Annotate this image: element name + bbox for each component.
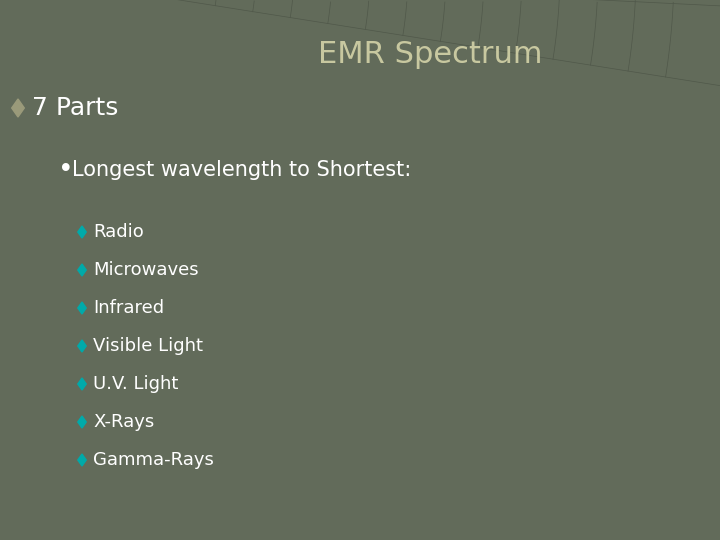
Text: EMR Spectrum: EMR Spectrum — [318, 40, 542, 69]
Polygon shape — [78, 264, 86, 276]
Text: Gamma-Rays: Gamma-Rays — [93, 451, 214, 469]
Text: 7 Parts: 7 Parts — [32, 96, 118, 120]
Text: •: • — [58, 157, 73, 183]
Polygon shape — [78, 416, 86, 428]
Text: X-Rays: X-Rays — [93, 413, 154, 431]
Text: Longest wavelength to Shortest:: Longest wavelength to Shortest: — [72, 160, 411, 180]
Text: Radio: Radio — [93, 223, 144, 241]
Polygon shape — [78, 302, 86, 314]
Polygon shape — [78, 226, 86, 238]
Polygon shape — [78, 340, 86, 352]
Text: Microwaves: Microwaves — [93, 261, 199, 279]
Polygon shape — [78, 454, 86, 466]
Text: U.V. Light: U.V. Light — [93, 375, 179, 393]
Polygon shape — [78, 378, 86, 390]
Text: Visible Light: Visible Light — [93, 337, 203, 355]
Polygon shape — [12, 99, 24, 117]
Text: Infrared: Infrared — [93, 299, 164, 317]
